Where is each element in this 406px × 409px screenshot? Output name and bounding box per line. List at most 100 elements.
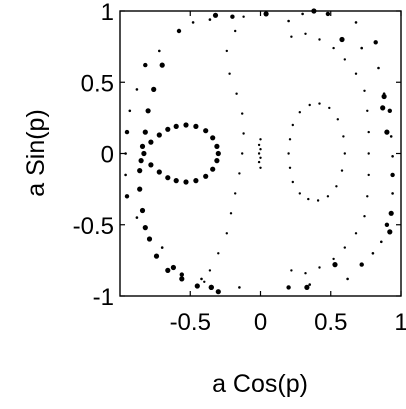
data-point-outer-scatter <box>135 216 139 219</box>
data-point-left-separatrix <box>137 186 143 192</box>
data-point-figure-eight-lobe <box>210 166 216 172</box>
data-point-left-separatrix <box>153 253 160 259</box>
data-points <box>124 8 395 295</box>
data-point-outer-scatter <box>391 192 394 195</box>
data-point-figure-eight-lobe <box>141 150 147 157</box>
data-point-center-spine <box>257 160 261 164</box>
data-point-outer-scatter <box>346 277 349 281</box>
data-point-middle-band <box>235 92 238 95</box>
data-point-right-band <box>332 257 335 261</box>
data-point-figure-eight-lobe <box>214 158 220 164</box>
data-point-left-separatrix <box>139 143 146 149</box>
data-point-center-spine <box>259 138 262 141</box>
data-point-right-island <box>342 135 345 138</box>
data-point-center-spine <box>259 148 262 151</box>
data-point-right-island <box>326 195 330 198</box>
data-point-outer-large-markers <box>208 284 214 290</box>
data-point-left-separatrix <box>215 289 221 295</box>
data-point-middle-band <box>229 212 233 215</box>
data-point-outer-scatter <box>191 21 195 24</box>
data-point-right-island <box>308 103 311 107</box>
x-tick-label: 0.5 <box>314 309 347 336</box>
x-tick-label: 1 <box>394 309 406 336</box>
data-point-right-band <box>354 72 358 75</box>
data-point-figure-eight-lobe <box>165 126 171 132</box>
x-tick-label: -0.5 <box>170 309 211 336</box>
data-point-middle-band <box>238 172 241 175</box>
data-point-outer-scatter <box>135 88 139 91</box>
data-point-right-band <box>367 152 370 155</box>
data-point-outer-large-markers <box>387 229 393 235</box>
y-tick-label: -1 <box>93 284 114 311</box>
data-point-figure-eight-lobe <box>148 139 154 145</box>
data-point-right-band <box>343 58 346 61</box>
data-point-outer-large-markers <box>304 284 310 290</box>
data-point-middle-band <box>208 269 212 272</box>
data-point-left-separatrix <box>139 207 146 214</box>
data-point-outer-scatter <box>208 18 212 21</box>
data-point-right-band <box>290 269 293 272</box>
data-point-center-spine <box>259 166 262 169</box>
data-point-right-island <box>343 152 346 155</box>
data-point-left-separatrix <box>138 158 144 164</box>
data-point-middle-band <box>225 232 228 235</box>
data-point-figure-eight-lobe <box>173 178 179 184</box>
data-point-figure-eight-lobe <box>203 173 209 179</box>
data-point-figure-eight-lobe <box>148 162 154 168</box>
data-point-right-island <box>316 199 320 202</box>
data-point-outer-large-markers <box>339 36 345 43</box>
data-point-outer-scatter <box>124 173 127 177</box>
data-point-outer-scatter <box>377 66 380 70</box>
data-point-outer-scatter <box>384 222 390 227</box>
data-point-right-band <box>343 246 346 249</box>
data-point-outer-scatter <box>359 262 364 267</box>
data-point-outer-large-markers <box>384 129 390 135</box>
data-point-middle-band <box>225 49 228 53</box>
data-point-right-band <box>363 89 366 93</box>
data-point-right-band <box>304 32 307 35</box>
data-point-middle-band <box>242 15 245 18</box>
data-point-middle-band <box>241 152 244 155</box>
data-point-figure-eight-lobe <box>193 123 199 129</box>
data-point-left-separatrix <box>159 62 165 68</box>
y-tick-label: 0 <box>101 142 114 169</box>
data-point-right-island <box>336 118 339 121</box>
data-point-outer-scatter <box>230 14 235 19</box>
data-point-figure-eight-lobe <box>156 132 162 138</box>
data-point-left-separatrix <box>179 276 185 282</box>
data-point-right-island <box>291 180 294 184</box>
y-axis-label: a Sin(p) <box>22 109 50 197</box>
y-tick-label: 1 <box>101 0 114 26</box>
data-point-right-band <box>318 38 321 41</box>
data-point-figure-eight-lobe <box>183 179 189 185</box>
data-point-right-band <box>290 35 293 38</box>
data-point-center-spine <box>257 143 261 147</box>
data-point-middle-band <box>241 112 244 115</box>
data-point-outer-scatter <box>391 155 394 158</box>
data-point-outer-large-markers <box>332 262 338 268</box>
data-point-right-island <box>340 169 344 172</box>
data-point-right-band <box>363 215 366 218</box>
data-point-left-separatrix <box>142 225 148 231</box>
data-point-outer-scatter <box>371 252 375 255</box>
data-point-outer-large-markers <box>263 11 269 17</box>
data-point-right-island <box>298 192 301 195</box>
data-point-middle-band <box>217 252 220 255</box>
data-point-outer-scatter <box>143 62 148 68</box>
data-point-right-band <box>367 130 370 134</box>
data-point-outer-scatter <box>160 246 164 249</box>
data-point-left-separatrix <box>142 129 148 135</box>
data-point-middle-band <box>234 29 237 33</box>
data-point-outer-large-markers <box>380 105 386 111</box>
data-point-right-band <box>304 272 307 275</box>
data-point-outer-scatter <box>286 285 291 290</box>
data-point-right-island <box>335 185 338 188</box>
data-point-outer-scatter <box>128 109 132 113</box>
data-point-left-separatrix <box>194 283 200 289</box>
data-point-right-band <box>354 232 358 235</box>
data-point-left-separatrix <box>137 168 143 174</box>
data-point-middle-band <box>228 72 231 75</box>
data-point-outer-scatter <box>354 21 358 24</box>
data-point-outer-scatter <box>373 40 378 45</box>
data-point-left-separatrix <box>146 236 153 242</box>
